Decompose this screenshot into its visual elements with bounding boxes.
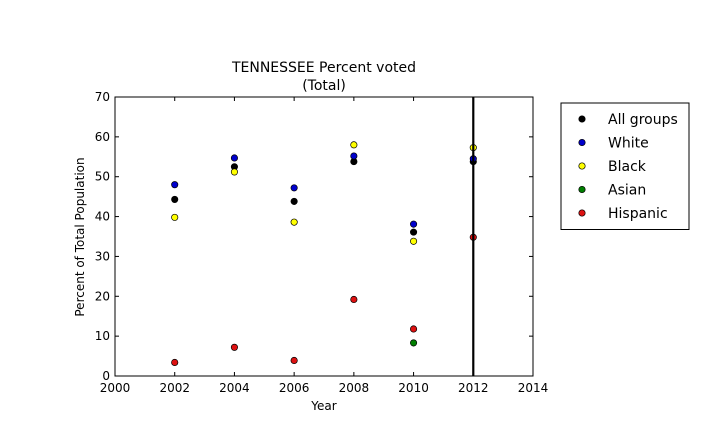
plot-marks [171,141,477,366]
chart-subtitle: (Total) [302,78,346,94]
y-tick-label: 50 [95,170,110,184]
legend: All groups White Black Asian Hispanic [560,102,690,230]
point-black-2002 [171,213,179,221]
point-white-2010 [410,220,418,228]
point-white-2002 [171,181,179,189]
point-all-groups-2010 [410,228,418,236]
point-black-2008 [350,141,358,149]
legend-marker-white [578,138,586,147]
point-all-groups-2006 [290,197,298,205]
legend-label-hispanic: Hispanic [608,206,668,222]
y-tick-label: 40 [95,210,110,224]
point-hispanic-2008 [350,295,358,304]
point-hispanic-2004 [230,343,238,351]
x-tick-label: 2006 [279,381,310,395]
legend-label-white: White [608,136,649,152]
point-white-2004 [230,154,238,162]
point-asian-2010 [410,339,418,347]
y-tick-label: 10 [95,329,110,343]
point-black-2006 [290,218,298,226]
legend-label-all-groups: All groups [608,112,678,128]
point-all-groups-2002 [171,195,179,203]
y-tick-label: 60 [95,130,110,144]
x-tick-label: 2012 [458,381,489,395]
y-axis-title: Percent of Total Population [73,157,87,316]
point-hispanic-2010 [410,325,418,333]
point-white-2006 [290,184,298,192]
y-tick-label: 20 [95,289,110,303]
y-tick-label: 70 [95,90,110,104]
legend-marker-black [578,162,586,170]
point-black-2010 [410,237,418,245]
x-tick-label: 2008 [339,381,370,395]
point-black-2004 [230,168,238,176]
x-tick-label: 2000 [100,381,131,395]
x-tick-label: 2002 [159,381,190,395]
x-tick-label: 2004 [219,381,250,395]
chart-title: TENNESSEE Percent voted [231,60,416,76]
axes: 2000 2002 2004 2006 2008 2010 2012 2014 0 10 20 30 4… [95,90,549,395]
point-hispanic-2006 [290,356,298,365]
y-tick-label: 0 [102,369,110,383]
point-hispanic-2002 [171,358,179,366]
legend-label-black: Black [608,159,647,175]
y-tick-label: 30 [95,249,110,263]
x-tick-label: 2014 [518,381,549,395]
plot-frame [114,96,534,377]
legend-marker-hispanic [578,209,586,217]
point-white-2008 [350,152,358,160]
legend-marker-all-groups [578,115,586,123]
legend-marker-asian [578,185,586,194]
x-axis-title: Year [310,399,336,413]
legend-label-asian: Asian [608,183,646,199]
x-tick-label: 2010 [398,381,429,395]
